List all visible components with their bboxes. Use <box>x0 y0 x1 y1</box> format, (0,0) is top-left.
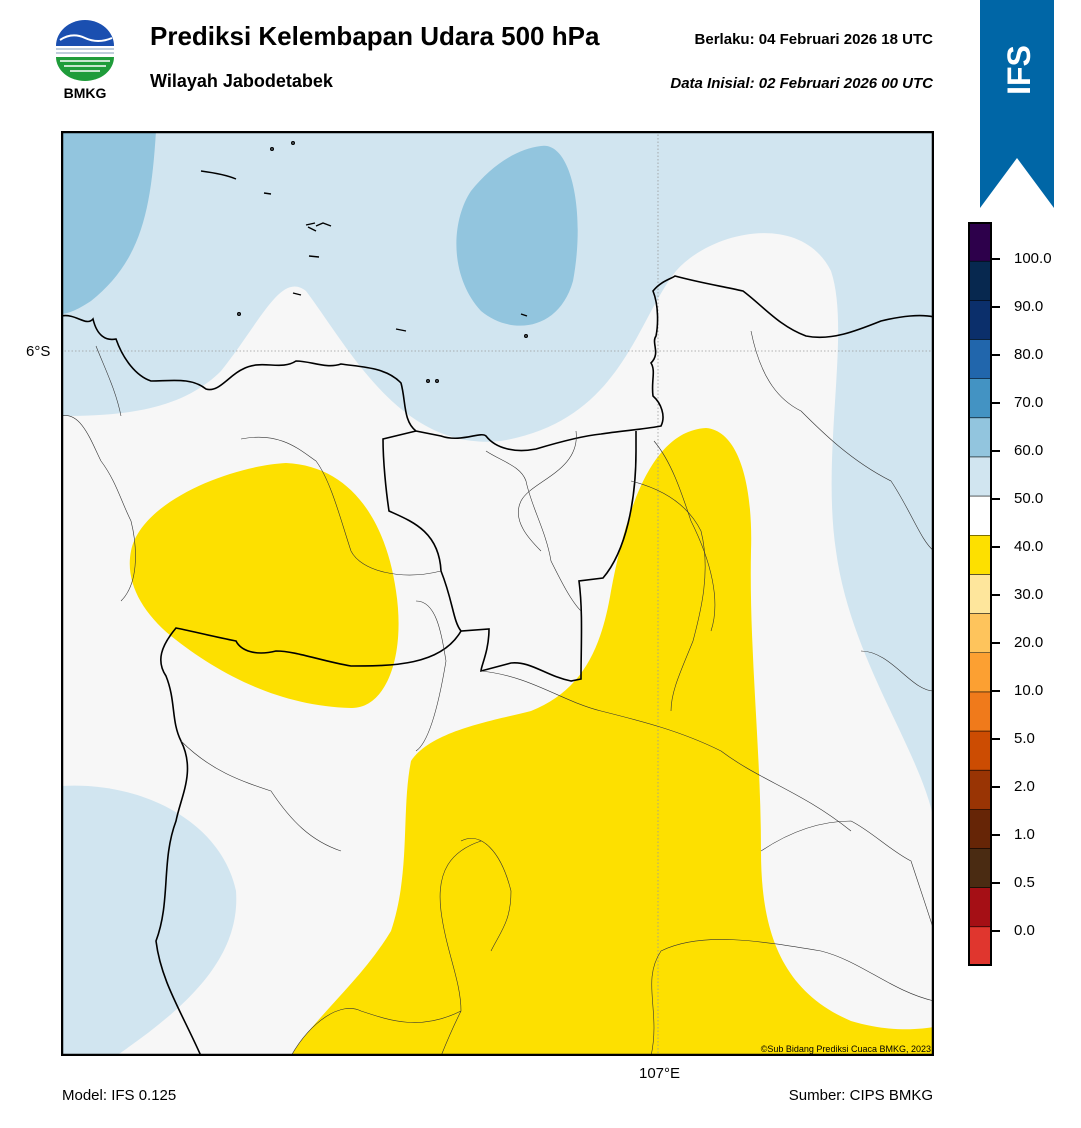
colorbar-label: 90.0 <box>1014 298 1044 315</box>
colorbar-swatch <box>968 652 992 693</box>
thousand-islands <box>200 140 529 383</box>
colorbar-swatch <box>968 339 992 380</box>
colorbar-swatch <box>968 535 992 575</box>
colorbar-label: 40.0 <box>1014 538 1044 555</box>
colorbar-tick <box>992 450 1000 452</box>
model-info: Model: IFS 0.125 <box>62 1087 177 1104</box>
colorbar-label: 0.0 <box>1014 922 1035 939</box>
regency-borders <box>61 330 934 1056</box>
colorbar-tick <box>992 594 1000 596</box>
colorbar-label: 20.0 <box>1014 634 1044 651</box>
colorbar-tick <box>992 354 1000 356</box>
colorbar-label: 60.0 <box>1014 442 1044 459</box>
latitude-label: 6°S <box>26 343 51 360</box>
colorbar-swatch <box>968 496 992 536</box>
colorbar-tick <box>992 690 1000 692</box>
colorbar-swatch <box>968 222 992 262</box>
map-subtitle: Wilayah Jabodetabek <box>150 71 333 91</box>
colorbar-label: 30.0 <box>1014 586 1044 603</box>
model-badge-text: IFS <box>1001 45 1037 95</box>
dry-zone-south <box>291 428 934 1056</box>
colorbar-swatch <box>968 417 992 458</box>
colorbar-swatch <box>968 378 992 419</box>
colorbar-tick <box>992 882 1000 884</box>
humidity-map: ©Sub Bidang Prediksi Cuaca BMKG, 2023 <box>61 131 934 1056</box>
colorbar-swatch <box>968 691 992 732</box>
colorbar-label: 2.0 <box>1014 778 1035 795</box>
map-frame <box>61 131 934 1056</box>
colorbar-swatch <box>968 300 992 340</box>
colorbar-label: 80.0 <box>1014 346 1044 363</box>
colorbar-swatch <box>968 574 992 615</box>
colorbar-tick <box>992 498 1000 500</box>
colorbar-swatch <box>968 887 992 928</box>
colorbar-swatch <box>968 848 992 889</box>
colorbar-swatch <box>968 926 992 966</box>
colorbar-label: 1.0 <box>1014 826 1035 843</box>
colorbar-label: 5.0 <box>1014 730 1035 747</box>
moist-zone-northwest <box>61 131 156 314</box>
dry-zone-west <box>129 463 399 709</box>
coastline <box>61 275 934 452</box>
colorbar-tick <box>992 834 1000 836</box>
bmkg-logo: BMKG <box>56 20 114 101</box>
colorbar-label: 10.0 <box>1014 682 1044 699</box>
colorbar-tick <box>992 306 1000 308</box>
colorbar-swatch <box>968 456 992 497</box>
colorbar-label: 50.0 <box>1014 490 1044 507</box>
colorbar-tick <box>992 546 1000 548</box>
colorbar-swatch <box>968 261 992 301</box>
data-source: Sumber: CIPS BMKG <box>788 1087 933 1104</box>
banten-border <box>155 627 462 1056</box>
colorbar-label: 70.0 <box>1014 394 1044 411</box>
colorbar-tick <box>992 738 1000 740</box>
province-border <box>382 430 637 682</box>
colorbar-swatch <box>968 809 992 850</box>
moist-zone-southwest <box>61 785 237 1056</box>
valid-time: Berlaku: 04 Februari 2026 18 UTC <box>694 31 933 48</box>
colorbar-swatch <box>968 731 992 771</box>
colorbar-label: 100.0 <box>1014 250 1052 267</box>
colorbar-tick <box>992 258 1000 260</box>
colorbar-tick <box>992 642 1000 644</box>
colorbar-tick <box>992 402 1000 404</box>
colorbar-tick <box>992 930 1000 932</box>
map-title: Prediksi Kelembapan Udara 500 hPa <box>150 21 600 51</box>
colorbar-frame <box>968 222 992 966</box>
moist-zone-sea <box>456 145 578 326</box>
initial-time: Data Inisial: 02 Februari 2026 00 UTC <box>670 75 933 92</box>
model-badge: IFS <box>980 0 1054 208</box>
colorbar <box>968 222 992 966</box>
colorbar-swatch <box>968 613 992 654</box>
colorbar-swatch <box>968 770 992 810</box>
logo-text: BMKG <box>64 85 107 101</box>
colorbar-tick <box>992 786 1000 788</box>
copyright-text: ©Sub Bidang Prediksi Cuaca BMKG, 2023 <box>761 1044 931 1054</box>
longitude-label: 107°E <box>639 1065 681 1082</box>
colorbar-label: 0.5 <box>1014 874 1035 891</box>
